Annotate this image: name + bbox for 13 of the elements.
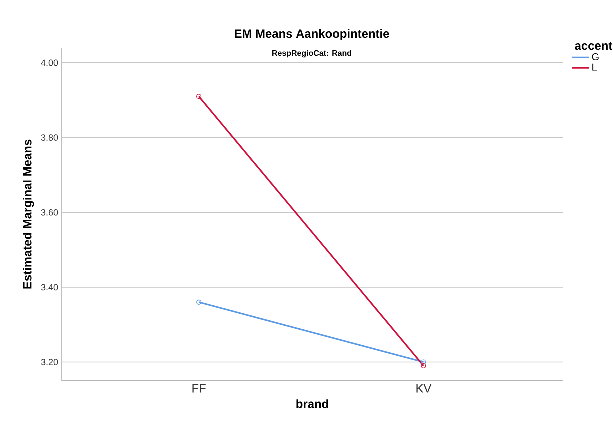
y-tick-label: 3.60: [41, 209, 58, 216]
chart-title: EM Means Aankoopintentie: [235, 29, 390, 40]
legend-label: G: [592, 53, 599, 61]
y-tick-label: 4.00: [41, 60, 58, 66]
legend-title: accent: [575, 42, 613, 50]
legend-label: L: [592, 64, 598, 71]
y-tick-label: 3.40: [41, 284, 58, 291]
x-tick-label: FF: [192, 384, 206, 393]
y-tick-label: 3.80: [41, 134, 58, 141]
x-axis-title: brand: [296, 400, 328, 408]
y-axis-title: Estimated Marginal Means: [23, 140, 34, 289]
x-tick-label: KV: [416, 384, 432, 393]
y-tick-label: 3.20: [41, 359, 58, 366]
